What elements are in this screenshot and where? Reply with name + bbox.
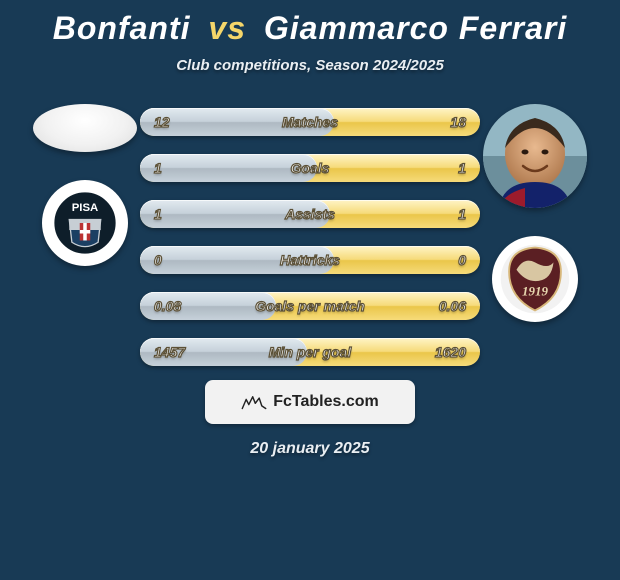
stat-bar: 0.08 Goals per match 0.06 [140,292,480,320]
stat-label: Goals per match [255,298,365,314]
stat-label: Min per goal [269,344,351,360]
stat-label: Hattricks [280,252,340,268]
stat-label: Goals [291,160,330,176]
stat-bar: 1457 Min per goal 1620 [140,338,480,366]
subtitle: Club competitions, Season 2024/2025 [0,57,620,74]
stat-left-value: 1 [154,206,162,222]
player2-club-badge: 1919 [492,236,578,322]
brand-wave-icon [241,393,267,411]
brand-footer: FcTables.com [205,380,415,424]
stat-right-value: 18 [450,114,466,130]
stat-bar: 12 Matches 18 [140,108,480,136]
content-row: PISA 12 Matches 18 1 Goals 1 1 Assists 1 0 Hattric… [0,104,620,366]
left-column: PISA [30,104,140,366]
stat-right-value: 0 [458,252,466,268]
player1-avatar [33,104,137,152]
comparison-card: Bonfanti vs Giammarco Ferrari Club compe… [0,10,620,580]
date-label: 20 january 2025 [0,440,620,458]
pisa-badge-text: PISA [72,202,99,214]
stat-label: Matches [282,114,338,130]
player2-avatar [483,104,587,208]
stats-bars: 12 Matches 18 1 Goals 1 1 Assists 1 0 Hattricks 0 0.… [140,104,480,366]
stat-left-value: 0 [154,252,162,268]
player1-club-badge: PISA [42,180,128,266]
stat-left-value: 1 [154,160,162,176]
stat-left-value: 1457 [154,344,185,360]
stat-left-value: 0.08 [154,298,181,314]
right-column: 1919 [480,104,590,366]
stat-right-value: 0.06 [439,298,466,314]
vs-label: vs [208,10,246,46]
brand-text: FcTables.com [273,393,379,411]
stat-left-value: 12 [154,114,170,130]
salernitana-year: 1919 [522,284,548,299]
player1-name: Bonfanti [53,10,191,46]
stat-bar: 0 Hattricks 0 [140,246,480,274]
stat-bar: 1 Goals 1 [140,154,480,182]
salernitana-badge-icon: 1919 [498,242,572,316]
player2-name: Giammarco Ferrari [264,10,567,46]
stat-bar: 1 Assists 1 [140,200,480,228]
page-title: Bonfanti vs Giammarco Ferrari [0,10,620,47]
pisa-badge-icon: PISA [50,188,120,258]
stat-right-value: 1620 [435,344,466,360]
stat-right-value: 1 [458,160,466,176]
stat-label: Assists [285,206,335,222]
player2-avatar-icon [483,104,587,208]
stat-right-value: 1 [458,206,466,222]
